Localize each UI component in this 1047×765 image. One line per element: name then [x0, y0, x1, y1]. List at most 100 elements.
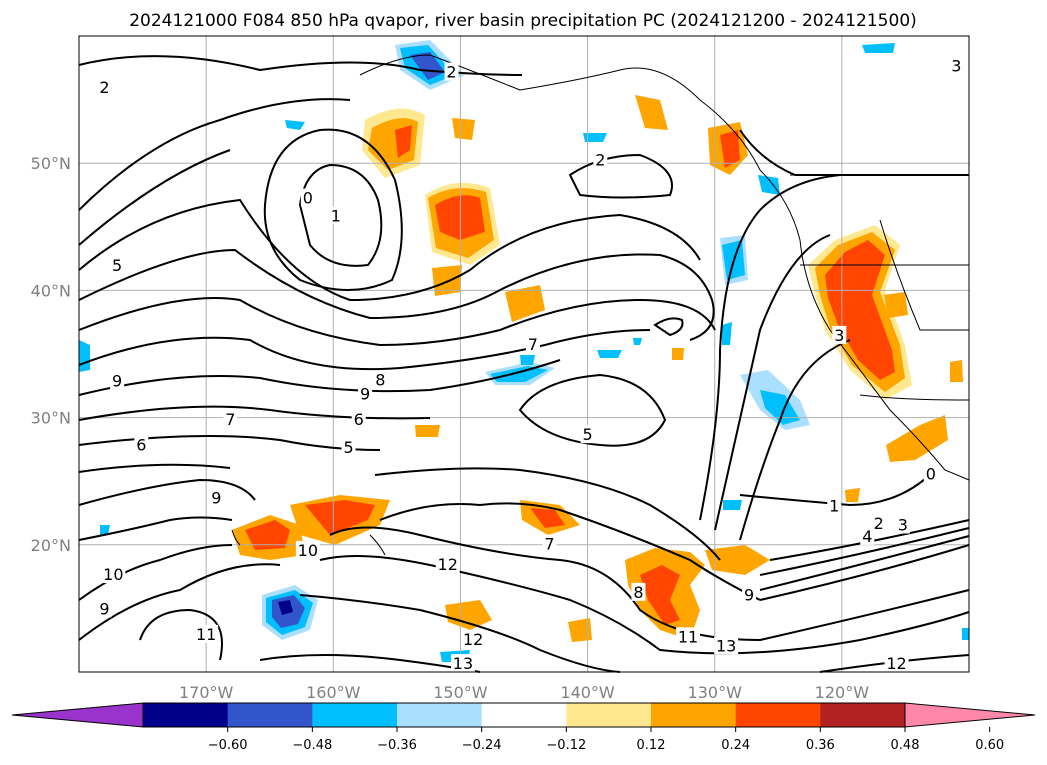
- contour-label: 1: [331, 206, 341, 225]
- contour-label: 5: [582, 425, 592, 444]
- colorbar-segment: [651, 703, 737, 727]
- precip-blob-positive: [452, 118, 475, 140]
- contour-label: 12: [438, 555, 458, 574]
- contour-line: [78, 297, 716, 347]
- colorbar-tick-label: −0.60: [208, 738, 248, 753]
- precip-blob-negative: [723, 500, 742, 510]
- contour-label-bg: [110, 371, 125, 390]
- x-tick-label: 160°W: [306, 683, 361, 702]
- precip-blob-positive: [568, 618, 592, 642]
- contour-label: 2: [874, 514, 884, 533]
- x-axis-ticks: 170°W 160°W 150°W 140°W 130°W 120°W: [179, 683, 869, 702]
- contour-line: [78, 55, 523, 76]
- contour-line: [78, 463, 231, 473]
- contour-label-bg: [714, 636, 739, 655]
- contour-label: 0: [926, 465, 936, 484]
- precip-blob-positive: [505, 285, 545, 322]
- contour-line: [139, 608, 223, 661]
- contour-line: [699, 174, 841, 521]
- contour-line: [518, 373, 667, 447]
- contour-label-bg: [542, 534, 557, 553]
- contour-label: 3: [898, 515, 908, 534]
- contour-line: [78, 329, 651, 371]
- contour-label: 5: [343, 438, 353, 457]
- colorbar-tick-label: 0.36: [806, 738, 835, 753]
- precip-blob-positive: [884, 292, 908, 318]
- map-background: [79, 36, 969, 672]
- contour-line: [78, 563, 281, 641]
- contour-line: [329, 526, 970, 642]
- contour-line: [739, 469, 936, 507]
- colorbar-segment: [481, 703, 567, 727]
- coastlines: [231, 54, 970, 556]
- x-tick-label: 120°W: [815, 683, 870, 702]
- precip-blob-positive: [720, 130, 740, 168]
- contour-label-bg: [871, 514, 886, 533]
- contour-line: [759, 535, 970, 591]
- contour-label: 9: [211, 489, 221, 508]
- contour-label: 0: [303, 189, 313, 208]
- precip-blob-negative: [520, 355, 535, 365]
- x-tick-label: 150°W: [433, 683, 488, 702]
- colorbar-segment: [566, 703, 652, 727]
- contour-label: 2: [595, 150, 605, 169]
- contour-label-bg: [444, 62, 459, 81]
- precip-blob-positive: [445, 600, 492, 630]
- contour-label-bg: [525, 334, 540, 353]
- precip-blob-positive: [950, 360, 963, 382]
- contour-label-bg: [631, 582, 646, 601]
- contour-line: [78, 198, 701, 302]
- contour-label: 10: [103, 565, 123, 584]
- contour-label-bg: [593, 150, 608, 169]
- contour-label: 7: [544, 535, 554, 554]
- contour-line: [653, 317, 684, 337]
- contour-line: [374, 467, 721, 561]
- colorbar-tick-label: −0.36: [377, 738, 417, 753]
- contour-label-bg: [435, 554, 460, 573]
- contour-label-bg: [295, 540, 320, 559]
- contour-label: 1: [829, 496, 839, 515]
- contour-label: 7: [528, 335, 538, 354]
- contour-label-bg: [358, 384, 373, 403]
- precip-blob-positive: [705, 545, 770, 575]
- precip-blob-positive: [305, 500, 375, 535]
- colorbar-segment: [143, 703, 229, 727]
- y-tick-label: 50°N: [31, 154, 71, 173]
- colorbar-tick-label: 0.24: [721, 738, 750, 753]
- colorbar-segment: [820, 703, 906, 727]
- precip-blob-negative: [862, 43, 895, 53]
- contour-label: 3: [951, 56, 961, 75]
- contour-line: [714, 234, 831, 531]
- precip-blob-positive: [432, 265, 462, 296]
- map-frame: [78, 35, 970, 673]
- precip-blob-negative: [285, 120, 305, 130]
- coastline: [231, 529, 241, 546]
- contour-label-bg: [300, 188, 315, 207]
- precip-blob-positive: [530, 508, 565, 528]
- colorbar-tick-label: 0.48: [891, 738, 920, 753]
- coastline: [879, 219, 969, 331]
- colorbar-segment: [735, 703, 821, 727]
- contour-label: 13: [453, 654, 473, 673]
- contour-label-bg: [223, 409, 238, 428]
- contour-label-bg: [101, 565, 126, 584]
- contour-label: 8: [633, 583, 643, 602]
- colorbar-frame: [142, 702, 906, 728]
- contour-label: 7: [225, 410, 235, 429]
- colorbar-tick-label: −0.12: [546, 738, 586, 753]
- precip-blob-positive: [395, 125, 412, 158]
- contour-label-bg: [895, 515, 910, 534]
- contour-line: [78, 544, 233, 601]
- contour-line: [78, 248, 715, 341]
- precip-blob-negative: [583, 133, 607, 142]
- colorbar-tick-label: −0.24: [462, 738, 502, 753]
- contour-label: 9: [744, 585, 754, 604]
- contour-label-bg: [860, 526, 875, 545]
- contour-line: [263, 128, 403, 291]
- colorbar-tick-label: 0.60: [975, 738, 1004, 753]
- contour-line: [739, 339, 851, 541]
- contour-label: 11: [678, 627, 698, 646]
